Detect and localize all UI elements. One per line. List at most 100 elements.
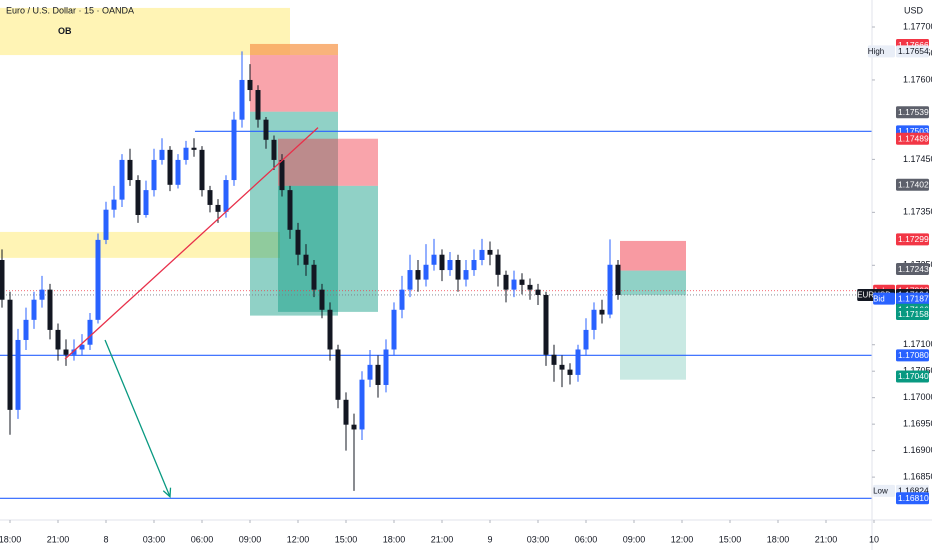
candle-body [527, 284, 533, 290]
candle-body [463, 270, 469, 280]
x-tick-label: 15:00 [719, 534, 742, 544]
candle-body [575, 349, 581, 375]
y-tick-label: 1.17600 [903, 74, 932, 84]
zone [620, 270, 686, 295]
x-tick-label: 09:00 [239, 534, 262, 544]
price-tag [896, 370, 929, 383]
price-tag [896, 492, 929, 505]
candle-body [135, 180, 141, 215]
candle-body [303, 254, 309, 265]
y-tick-label: 1.17700 [903, 21, 932, 31]
candle-body [47, 289, 53, 330]
y-tick-label: 1.17100 [903, 339, 932, 349]
candle-body [591, 309, 597, 330]
price-tag-label: 1.17489 [898, 133, 929, 143]
price-tag-prefix-label: Low [873, 486, 888, 495]
candle-body [255, 90, 261, 120]
zone-label: OB [58, 26, 72, 36]
trend-line [104, 339, 171, 497]
candle-body [343, 399, 349, 425]
price-tag-label: 1.17402 [898, 180, 929, 190]
candle-body [79, 344, 85, 350]
x-tick-label: 9 [487, 534, 492, 544]
y-tick-label: 1.16850 [903, 471, 932, 481]
candle-body [607, 264, 613, 315]
price-tag [896, 233, 929, 246]
price-tag [896, 292, 929, 305]
price-tag-label: 1.17654 [898, 46, 929, 56]
candle-body [455, 260, 461, 280]
candle-body [447, 260, 453, 271]
arrow-head [162, 487, 172, 499]
candle-body [183, 147, 189, 160]
candle-body [391, 309, 397, 350]
candle-body [335, 349, 341, 400]
candle-body [559, 364, 565, 370]
candle-body [7, 299, 13, 410]
zone [620, 294, 686, 380]
candle-body [439, 254, 445, 271]
zone [250, 111, 338, 316]
candle-body [127, 159, 133, 181]
price-tag-label: 1.17299 [898, 234, 929, 244]
candle-body [143, 190, 149, 215]
candle-body [231, 119, 237, 181]
candle-body [615, 264, 621, 295]
price-tag [896, 45, 929, 58]
candle-body [471, 260, 477, 271]
currency: USD [904, 5, 924, 15]
candle-body [423, 264, 429, 280]
trend-line [64, 127, 319, 360]
candle-body [223, 180, 229, 212]
candle-body [567, 369, 573, 375]
candle-body [503, 274, 509, 290]
price-tag-label: 1.17666 [898, 40, 929, 50]
candle-body [319, 289, 325, 310]
x-tick-label: 06:00 [191, 534, 214, 544]
candle-body [119, 159, 125, 200]
x-tick-label: 18:00 [0, 534, 21, 544]
candle-body [487, 249, 493, 255]
candle-body [167, 149, 173, 185]
zone [278, 185, 378, 312]
candle-body [63, 349, 69, 355]
price-tag-label: 1.17040 [898, 371, 929, 381]
candle-body [543, 294, 549, 355]
candle-body [23, 319, 29, 340]
candle-body [159, 149, 165, 160]
x-tick-label: 18:00 [383, 534, 406, 544]
candle-body [519, 279, 525, 285]
price-tag-prefix [867, 45, 895, 58]
candle-body [151, 159, 157, 191]
candle-body [111, 199, 117, 210]
zone [0, 7, 290, 56]
zone [250, 55, 338, 112]
candle-body [95, 239, 101, 320]
price-tag-prefix-label: High [868, 47, 884, 56]
price-tag-label: 1.16824 [898, 486, 929, 496]
candle-body [215, 204, 221, 212]
candle-body [399, 289, 405, 310]
candle-body [39, 289, 45, 300]
candle-body [295, 229, 301, 255]
x-tick-label: 10 [869, 534, 879, 544]
x-tick-label: 15:00 [335, 534, 358, 544]
candle-body [55, 329, 61, 350]
price-tag-label: 1.16810 [898, 493, 929, 503]
candle-body [599, 309, 605, 315]
candle-body [191, 147, 197, 150]
candle-body [263, 119, 269, 140]
candle-body [199, 149, 205, 191]
zone [278, 138, 378, 186]
candle-body [287, 190, 293, 230]
candle-body [31, 299, 37, 320]
zone [0, 231, 280, 258]
x-tick-label: 21:00 [431, 534, 454, 544]
x-tick-label: 21:00 [815, 534, 838, 544]
candle-body [583, 329, 589, 350]
x-tick-label: 03:00 [143, 534, 166, 544]
candle-body [415, 270, 421, 280]
candle-body [87, 319, 93, 345]
candle-body [383, 349, 389, 385]
candle-body [375, 364, 381, 385]
